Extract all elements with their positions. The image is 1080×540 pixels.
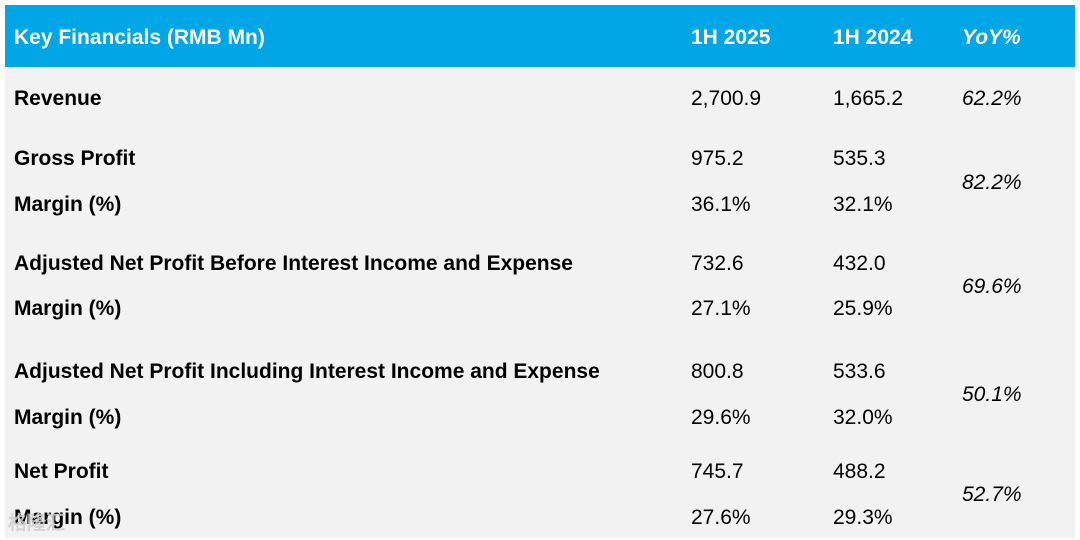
table-title: Key Financials (RMB Mn) [14, 26, 265, 49]
net-margin-1h2024: 29.3% [833, 506, 893, 529]
adj-np-before-yoy: 69.6% [962, 275, 1022, 298]
revenue-1h2024: 1,665.2 [833, 87, 904, 110]
revenue-yoy: 62.2% [962, 87, 1022, 110]
adj-np-including-margin-1h2025: 29.6% [691, 406, 751, 429]
net-margin-1h2025: 27.6% [691, 506, 751, 529]
net-profit-1h2025: 745.7 [691, 460, 744, 483]
adj-np-including-1h2024: 533.6 [833, 360, 886, 383]
gross-profit-yoy: 82.2% [962, 171, 1022, 194]
adj-np-before-1h2025: 732.6 [691, 252, 744, 275]
row-label-adj-np-before-interest: Adjusted Net Profit Before Interest Inco… [14, 252, 573, 275]
net-profit-yoy: 52.7% [962, 483, 1022, 506]
column-header-yoy: YoY% [962, 26, 1021, 49]
revenue-1h2025: 2,700.9 [691, 87, 762, 110]
row-label-gross-profit: Gross Profit [14, 147, 136, 170]
financials-table [5, 5, 1075, 538]
adj-np-including-margin-1h2024: 32.0% [833, 406, 893, 429]
gross-margin-1h2025: 36.1% [691, 193, 751, 216]
adj-np-including-1h2025: 800.8 [691, 360, 744, 383]
column-header-1h2025: 1H 2025 [691, 26, 771, 49]
gross-profit-1h2025: 975.2 [691, 147, 744, 170]
row-label-net-profit: Net Profit [14, 460, 109, 483]
gross-profit-1h2024: 535.3 [833, 147, 886, 170]
gross-margin-1h2024: 32.1% [833, 193, 893, 216]
adj-np-before-margin-1h2025: 27.1% [691, 297, 751, 320]
adj-np-including-yoy: 50.1% [962, 383, 1022, 406]
row-label-revenue: Revenue [14, 87, 102, 110]
net-profit-1h2024: 488.2 [833, 460, 886, 483]
row-label-adj-np-including-interest: Adjusted Net Profit Including Interest I… [14, 360, 600, 383]
row-label-adj-np-including-margin: Margin (%) [14, 406, 122, 429]
adj-np-before-1h2024: 432.0 [833, 252, 886, 275]
row-label-net-margin: Margin (%) [14, 506, 122, 529]
row-label-gross-margin: Margin (%) [14, 193, 122, 216]
column-header-1h2024: 1H 2024 [833, 26, 913, 49]
adj-np-before-margin-1h2024: 25.9% [833, 297, 893, 320]
table-header [5, 5, 1075, 67]
watermark: 格隆汇 [8, 513, 66, 534]
row-label-adj-np-before-margin: Margin (%) [14, 297, 122, 320]
